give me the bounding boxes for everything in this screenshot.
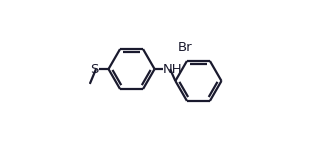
Text: Br: Br <box>178 41 193 54</box>
Text: NH: NH <box>163 63 183 76</box>
Text: S: S <box>90 63 99 76</box>
